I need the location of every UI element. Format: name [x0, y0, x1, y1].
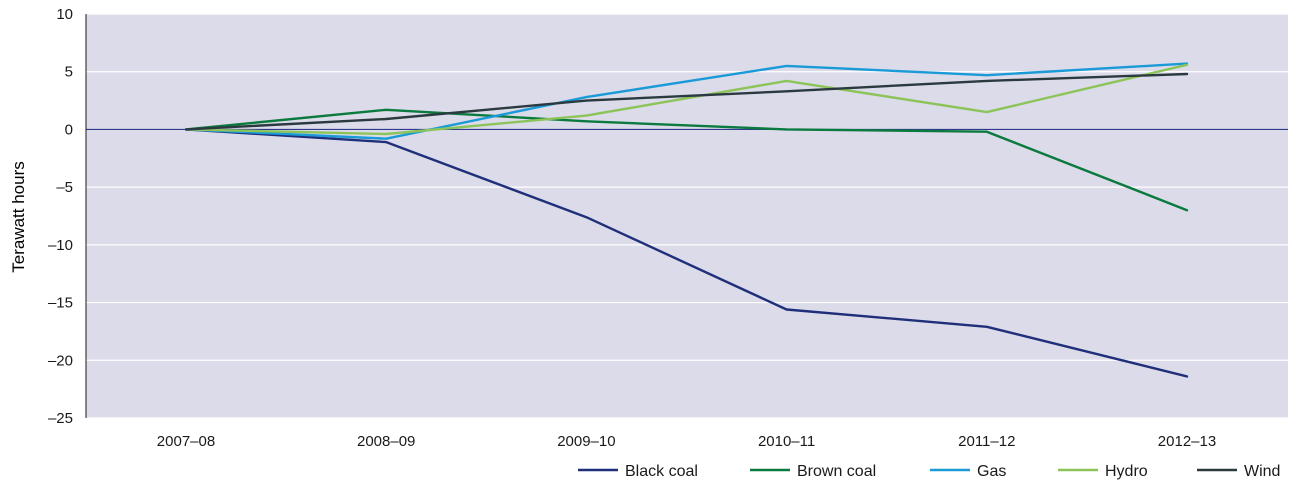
y-tick-label: –15 — [48, 295, 73, 312]
series-line-gas — [184, 62, 1189, 140]
x-tick-label: 2009–10 — [557, 433, 615, 450]
x-tick-label: 2011–12 — [958, 433, 1015, 450]
x-tick-label: 2010–11 — [758, 433, 815, 450]
x-tick-label: 2012–13 — [1158, 433, 1216, 450]
y-tick-label: –5 — [56, 179, 73, 196]
series-line-hydro — [184, 63, 1189, 136]
legend-label: Black coal — [625, 463, 698, 480]
y-tick-label: 5 — [65, 64, 73, 81]
y-axis-label: Terawatt hours — [9, 161, 28, 273]
legend-label: Wind — [1244, 463, 1280, 480]
legend-label: Gas — [977, 463, 1006, 480]
series-line-wind — [184, 72, 1189, 131]
y-tick-label: 0 — [65, 121, 73, 138]
y-tick-label: 10 — [56, 6, 73, 23]
series-line-brown-coal — [184, 108, 1189, 212]
legend-label: Hydro — [1105, 463, 1148, 480]
y-tick-label: –10 — [48, 237, 73, 254]
x-tick-label: 2008–09 — [357, 433, 415, 450]
x-tick-label: 2007–08 — [157, 433, 215, 450]
y-tick-label: –25 — [48, 410, 73, 427]
series-group — [184, 62, 1189, 378]
legend-label: Brown coal — [797, 463, 876, 480]
series-line-black-coal — [184, 128, 1189, 378]
y-tick-label: –20 — [48, 352, 73, 369]
